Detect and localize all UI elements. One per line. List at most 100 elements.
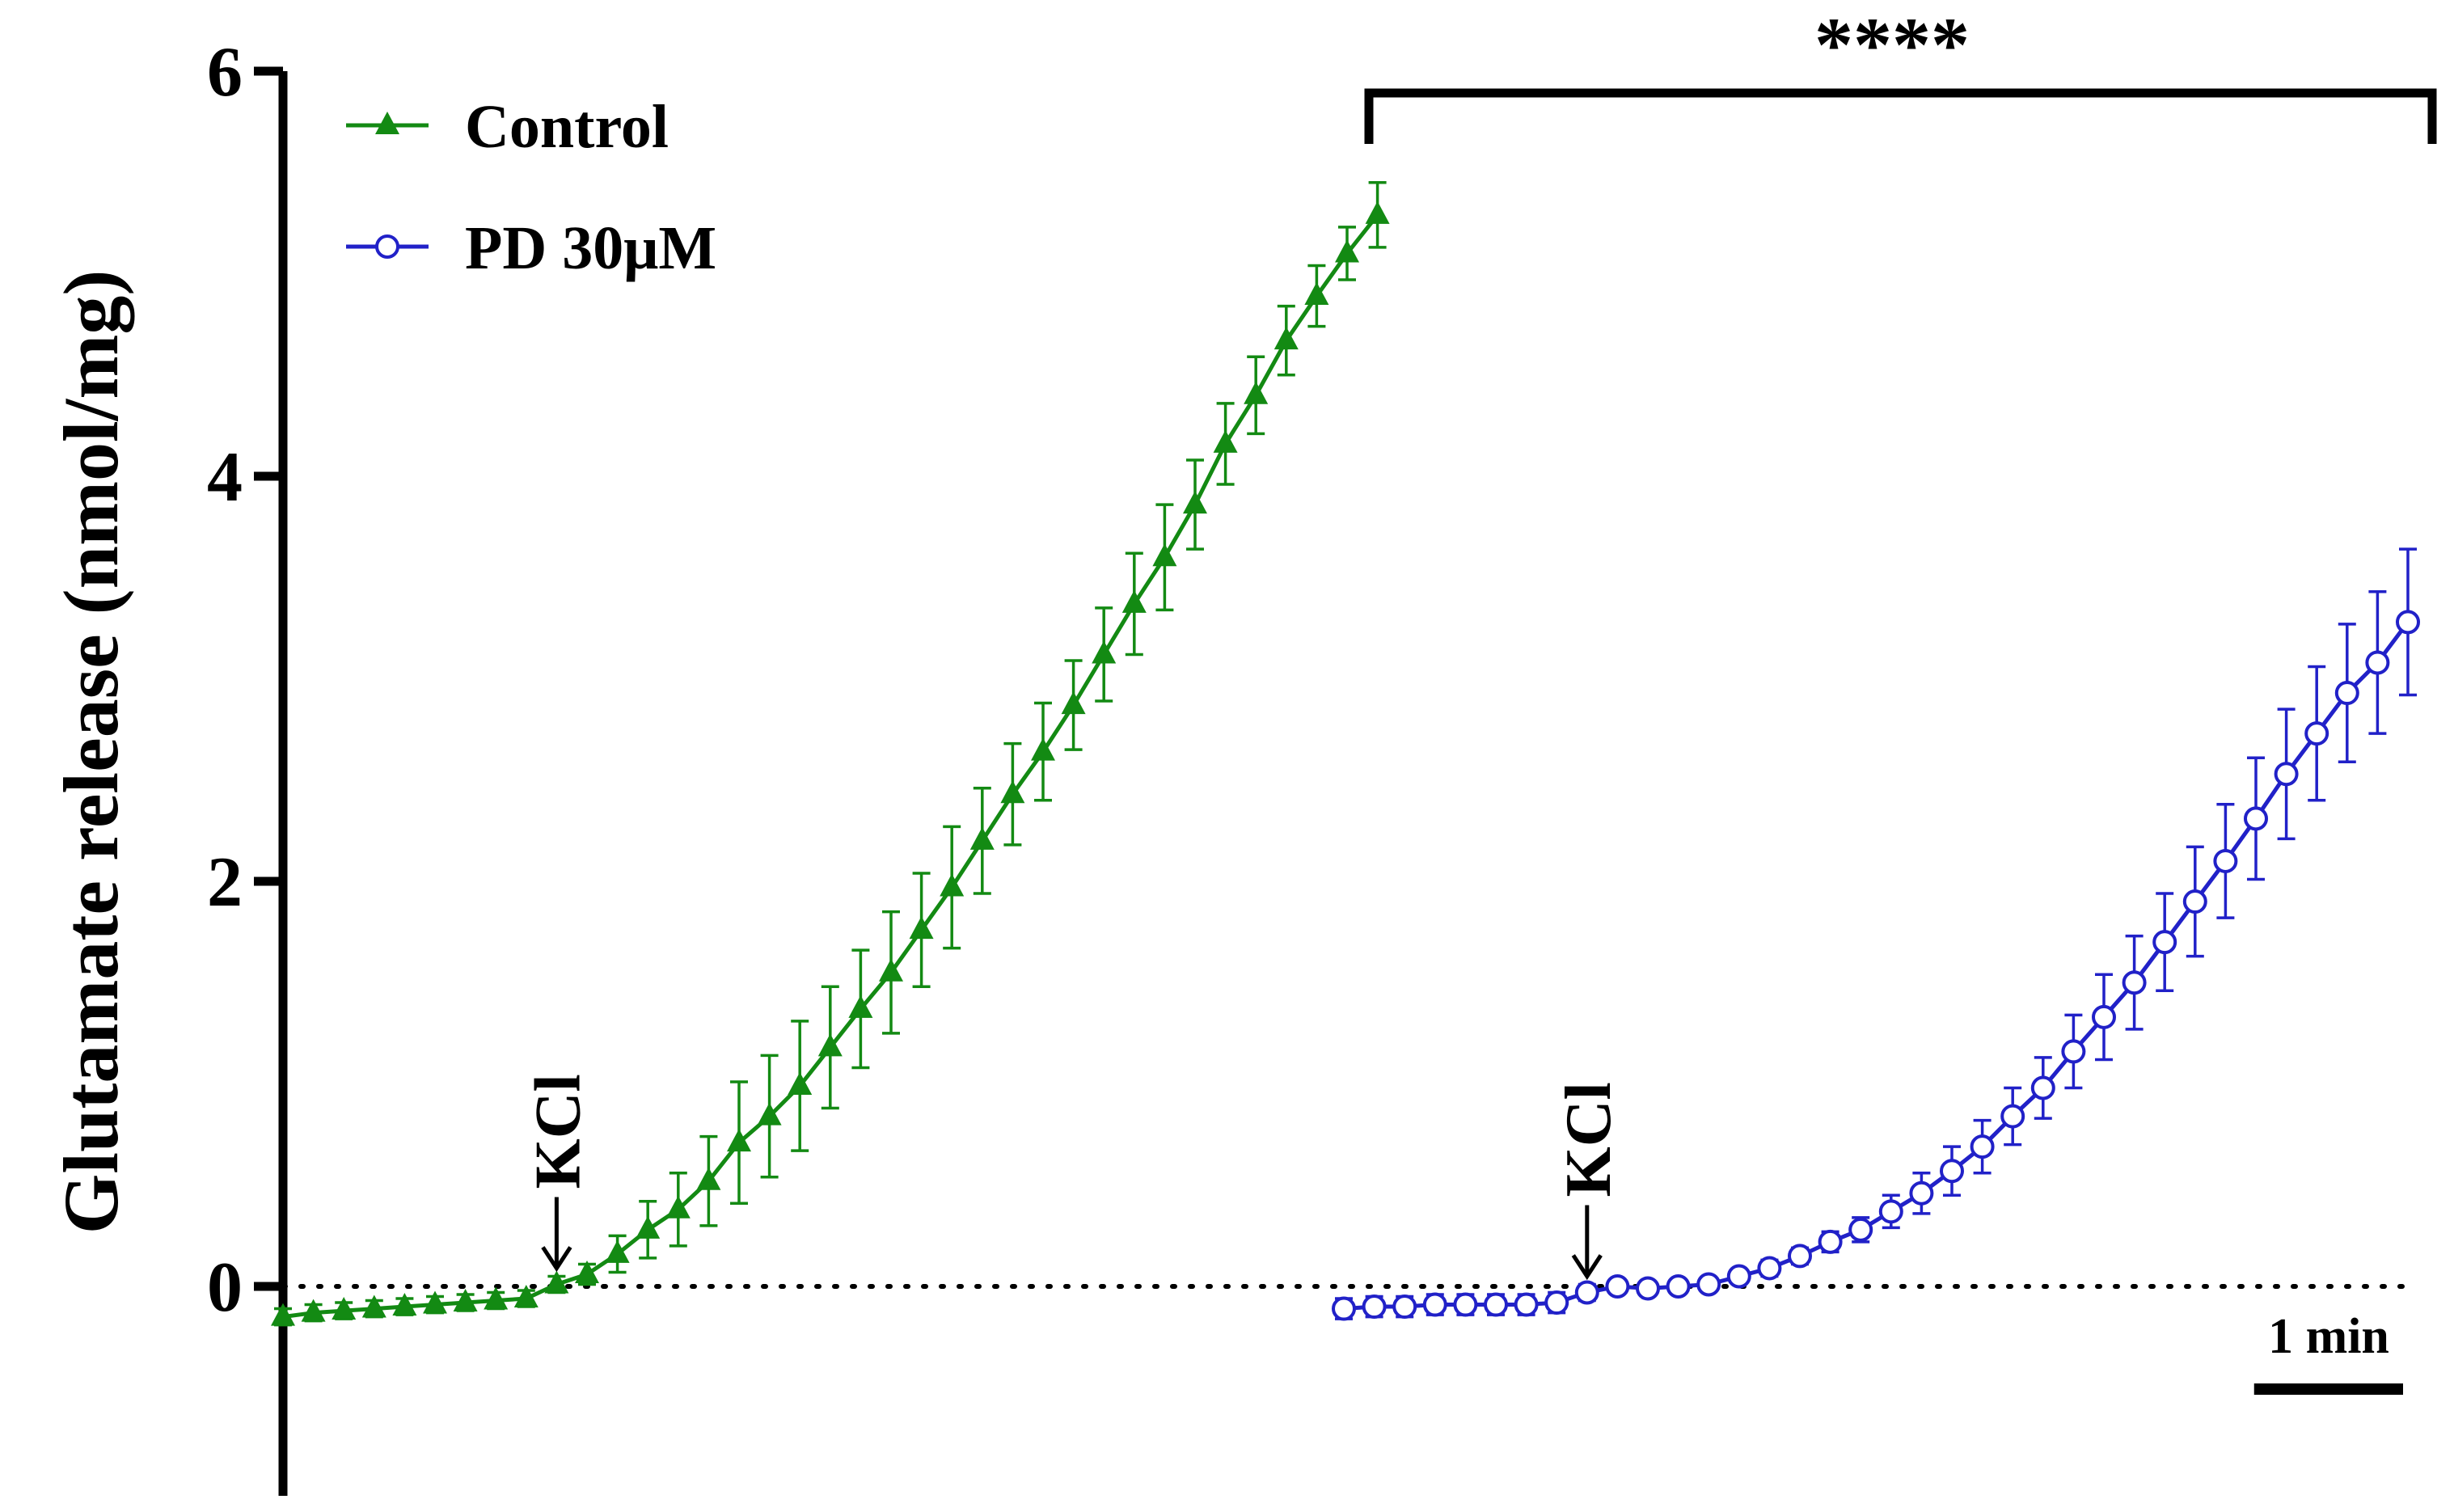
data-point bbox=[757, 1102, 782, 1126]
series-0 bbox=[271, 181, 1390, 1327]
data-point bbox=[817, 1033, 843, 1057]
data-point bbox=[1152, 543, 1177, 567]
data-point bbox=[1183, 491, 1207, 514]
data-point bbox=[2030, 1075, 2055, 1100]
data-point bbox=[788, 1072, 813, 1096]
data-point bbox=[636, 1215, 661, 1239]
data-point bbox=[1365, 201, 1390, 224]
kcl-label: KCl bbox=[522, 1074, 593, 1189]
data-point bbox=[1000, 780, 1025, 804]
data-point bbox=[1970, 1134, 1995, 1159]
data-point bbox=[909, 916, 934, 940]
data-point bbox=[665, 1195, 691, 1218]
data-point bbox=[1092, 640, 1117, 664]
data-point bbox=[1061, 691, 1086, 715]
legend-marker bbox=[375, 234, 399, 259]
data-point bbox=[2213, 848, 2238, 873]
data-point bbox=[1757, 1256, 1782, 1281]
data-point bbox=[2396, 610, 2420, 635]
data-point bbox=[332, 1297, 357, 1320]
data-point bbox=[1422, 1292, 1447, 1317]
data-point bbox=[1453, 1292, 1478, 1317]
series-line bbox=[1343, 620, 2410, 1311]
data-point bbox=[1666, 1274, 1691, 1299]
data-point bbox=[2274, 762, 2299, 787]
data-point bbox=[271, 1303, 295, 1326]
data-point bbox=[1544, 1290, 1569, 1316]
data-point bbox=[1031, 737, 1055, 761]
data-point bbox=[1392, 1294, 1417, 1320]
y-tick-label: 2 bbox=[207, 843, 243, 922]
data-point bbox=[2092, 1004, 2116, 1029]
data-point bbox=[544, 1270, 569, 1294]
significance-bracket: **** bbox=[1364, 2, 2437, 144]
data-point bbox=[1848, 1217, 1873, 1242]
data-point bbox=[1213, 429, 1238, 453]
kcl-annotation: KCl bbox=[1553, 1082, 1624, 1281]
data-point bbox=[1605, 1274, 1630, 1299]
data-point bbox=[1304, 282, 1329, 306]
data-point bbox=[879, 958, 903, 982]
data-point bbox=[1121, 589, 1147, 613]
data-point bbox=[1484, 1292, 1508, 1317]
scale-bar-label: 1 min bbox=[2268, 1309, 2389, 1364]
data-point bbox=[940, 873, 965, 897]
data-point bbox=[1514, 1292, 1539, 1317]
data-point bbox=[696, 1167, 721, 1190]
data-point bbox=[2334, 681, 2359, 706]
data-point bbox=[1878, 1199, 1903, 1224]
legend-item: PD 30μM bbox=[346, 214, 716, 282]
data-point bbox=[1574, 1280, 1599, 1305]
data-point bbox=[1335, 239, 1359, 263]
data-point bbox=[301, 1299, 326, 1322]
series-1 bbox=[1332, 547, 2420, 1321]
data-point bbox=[1818, 1229, 1843, 1254]
kcl-annotation: KCl bbox=[522, 1074, 593, 1273]
data-point bbox=[1273, 327, 1299, 350]
bracket-line bbox=[1364, 88, 2437, 144]
data-point bbox=[1332, 1296, 1356, 1321]
data-point bbox=[513, 1285, 539, 1308]
data-point bbox=[969, 826, 995, 850]
data-point bbox=[2122, 970, 2147, 995]
y-tick-label: 4 bbox=[207, 438, 243, 517]
y-tick-label: 0 bbox=[207, 1248, 243, 1327]
legend-item: Control bbox=[346, 93, 669, 161]
annotations: KCl KCl bbox=[522, 1074, 1624, 1281]
data-point bbox=[1788, 1244, 1812, 1269]
y-axis-label: Glutamate release (nmol/mg) bbox=[48, 270, 134, 1235]
data-point bbox=[2152, 930, 2177, 955]
legend-label: Control bbox=[465, 93, 669, 161]
legend-label: PD 30μM bbox=[465, 214, 716, 282]
data-point bbox=[605, 1240, 630, 1263]
data-point bbox=[2182, 889, 2207, 914]
y-ticks: 0 2 4 6 bbox=[207, 33, 283, 1327]
kcl-arrowhead bbox=[1571, 1254, 1603, 1281]
data-point bbox=[392, 1293, 417, 1316]
data-point bbox=[727, 1129, 751, 1152]
data-point bbox=[1940, 1159, 1964, 1184]
data-point bbox=[1244, 381, 1269, 404]
legend: Control PD 30μM bbox=[346, 93, 716, 282]
data-point bbox=[2244, 806, 2268, 831]
data-point bbox=[484, 1286, 509, 1310]
significance-label: **** bbox=[1814, 2, 1970, 88]
scale-bar: 1 min bbox=[2253, 1309, 2403, 1395]
data-point bbox=[1636, 1276, 1660, 1301]
series-line bbox=[282, 213, 1379, 1320]
data-point bbox=[2061, 1039, 2086, 1064]
legend-marker bbox=[375, 112, 399, 134]
data-point bbox=[1909, 1180, 1934, 1206]
data-point bbox=[1362, 1294, 1387, 1320]
data-point bbox=[2365, 650, 2390, 675]
data-point bbox=[423, 1290, 447, 1314]
series-layer bbox=[271, 181, 2420, 1327]
data-point bbox=[848, 995, 873, 1018]
kcl-label: KCl bbox=[1553, 1082, 1624, 1197]
data-point bbox=[361, 1294, 386, 1318]
data-point bbox=[2304, 721, 2329, 746]
data-point bbox=[1696, 1272, 1721, 1297]
data-point bbox=[453, 1289, 478, 1312]
kcl-arrowhead bbox=[541, 1246, 572, 1273]
